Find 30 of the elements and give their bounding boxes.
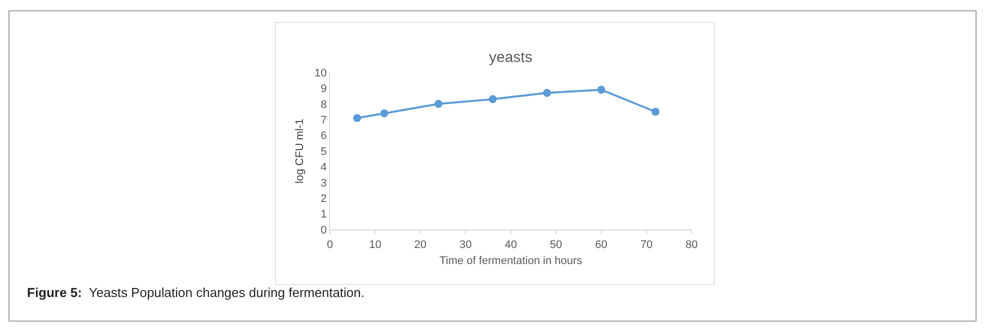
y-tick-label: 1 [320, 208, 327, 221]
x-tick-label: 80 [686, 238, 698, 251]
x-tick-label: 60 [595, 238, 608, 251]
chart-title: yeasts [489, 49, 532, 66]
point [434, 100, 442, 108]
y-tick-label: 7 [320, 114, 327, 126]
x-tick-label: 10 [369, 238, 382, 251]
y-tick-label: 5 [320, 146, 327, 158]
point [652, 108, 660, 116]
point [543, 88, 552, 97]
point [488, 95, 497, 104]
x-tick-label: 20 [414, 238, 427, 251]
x-axis-title: Time of fermentation in hours [440, 255, 583, 268]
x-tick-label: 30 [460, 238, 472, 251]
x-tick-label: 70 [640, 238, 653, 251]
point [380, 109, 388, 118]
point [597, 86, 606, 94]
y-tick-label: 2 [320, 193, 327, 206]
x-tick-label: 50 [550, 238, 562, 251]
y-tick-label: 6 [320, 130, 327, 142]
x-tick-label: 40 [504, 238, 517, 251]
y-tick-label: 4 [320, 162, 327, 174]
y-tick-label: 3 [320, 177, 327, 190]
y-tick-label: 0 [320, 224, 327, 236]
point [353, 114, 362, 122]
y-tick-label: 10 [314, 67, 327, 80]
caption: Figure 5: Yeasts Population changes during fermentation. [27, 285, 364, 300]
y-axis-title: log CFU ml-1 [294, 118, 306, 184]
y-tick-label: 9 [320, 83, 327, 96]
y-tick-label: 8 [320, 98, 327, 111]
